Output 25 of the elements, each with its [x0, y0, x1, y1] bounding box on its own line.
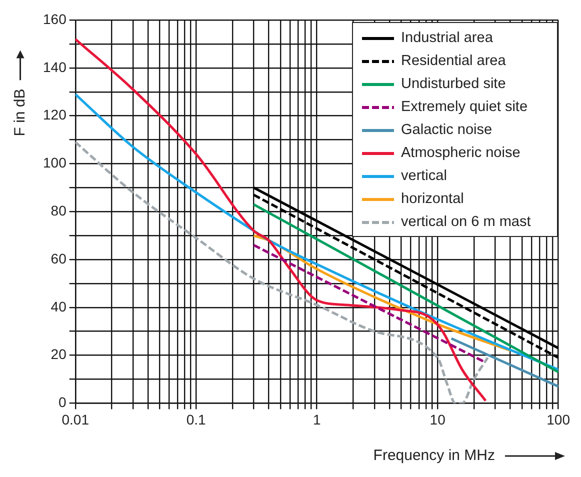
legend-label: Industrial area — [401, 29, 493, 48]
x-axis-title: Frequency in MHz — [373, 447, 495, 464]
legend-label: Atmospheric noise — [401, 144, 520, 163]
y-tick-label: 160 — [43, 10, 67, 27]
x-tick-label: 0.1 — [186, 411, 206, 428]
y-tick-label: 100 — [43, 154, 67, 171]
y-tick-label: 20 — [50, 346, 67, 362]
x-tick-label: 1 — [312, 411, 321, 428]
y-tick-label: 120 — [43, 106, 67, 123]
legend-label: Galactic noise — [401, 121, 492, 140]
x-tick-label: 0.01 — [62, 411, 90, 428]
y-axis-title: F in dB — [12, 88, 28, 136]
y-tick-label: 0 — [58, 394, 67, 410]
legend-label: vertical on 6 m mast — [401, 213, 531, 232]
legend-label: Undisturbed site — [401, 75, 506, 94]
y-tick-label: 140 — [43, 58, 67, 75]
legend-label: horizontal — [401, 190, 464, 209]
y-tick-label: 60 — [50, 250, 67, 266]
y-tick-label: 80 — [50, 202, 67, 218]
legend-label: Extremely quiet site — [401, 98, 528, 117]
y-tick-label: 40 — [50, 298, 67, 314]
legend-label: Residential area — [401, 52, 506, 71]
legend-label: vertical — [401, 167, 447, 186]
x-tick-label: 10 — [430, 411, 446, 428]
x-tick-label: 100 — [546, 411, 570, 428]
